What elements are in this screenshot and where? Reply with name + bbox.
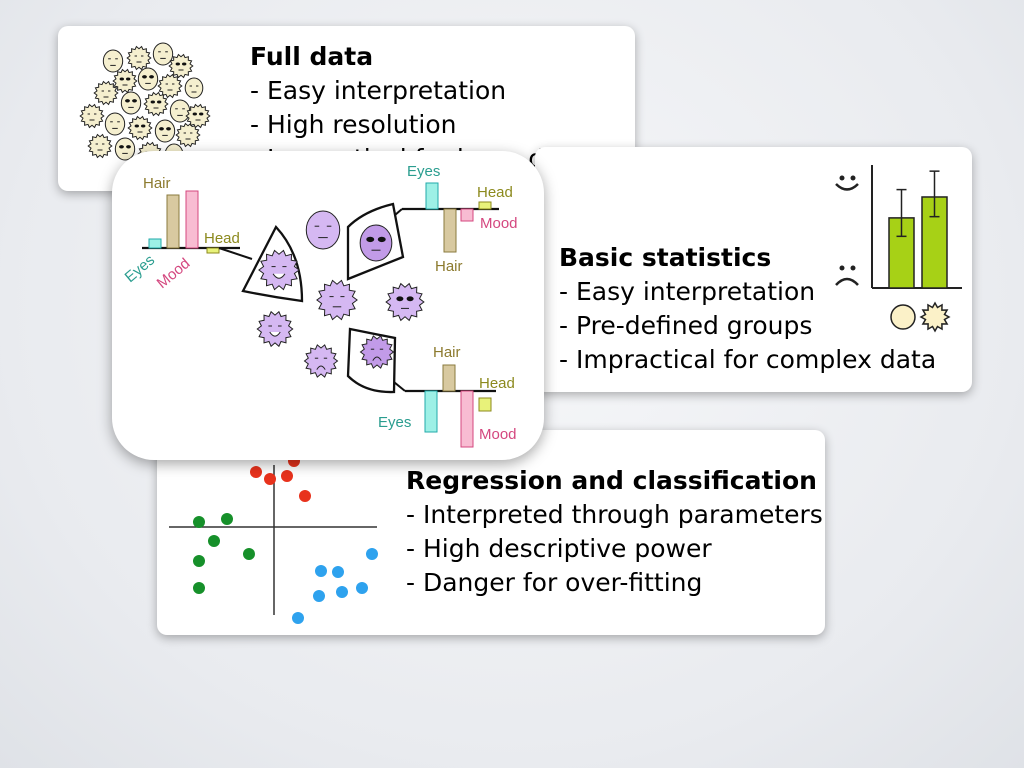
smooth-glasses-face-icon [359,224,393,262]
bar-eyes [424,390,438,433]
regression-text: Regression and classification - Interpre… [406,464,823,600]
label-head: Head [477,184,513,201]
spiky-face-icon [126,45,152,71]
spiky-face-icon [185,103,211,129]
smooth-face-icon [137,67,159,91]
smooth-face-group-icon [890,304,916,330]
regression-bullet-3: - Danger for over-fitting [406,568,703,597]
scatter-point-green [193,516,205,528]
smooth-face-icon [169,99,191,123]
label-eyes: Eyes [378,414,411,431]
scatter-point-blue [356,582,368,594]
regression-title: Regression and classification [406,466,817,495]
basic-stats-bullet-1: - Easy interpretation [559,277,816,306]
basic-stats-title: Basic statistics [559,243,772,272]
label-head: Head [204,230,240,247]
scatter-point-blue [292,612,304,624]
scatter-point-red [299,490,311,502]
scatter-point-blue [313,590,325,602]
spiky-face-icon [157,73,183,99]
happy-face-icon [835,175,859,191]
label-hair: Hair [143,175,171,192]
label-eyes: Eyes [122,252,158,286]
spiky-face-icon [79,103,105,129]
spiky-face-icon [316,279,358,321]
spiky-face-icon [175,122,201,148]
scatter-point-green [208,535,220,547]
scatter-point-green [243,548,255,560]
spiky-face-icon [127,115,153,141]
sad-face-icon [835,265,859,286]
mood-bar-chart [835,165,962,333]
scatter-point-blue [332,566,344,578]
face-dimensions-figure: Hair Head Eyes Mood Eyes Head Mood Hair [122,163,518,448]
bar-eyes [148,238,162,249]
smooth-face-icon [120,91,142,115]
card-face-dimensions-figure: Hair Head Eyes Mood Eyes Head Mood Hair [112,151,544,460]
spiky-sad-face-icon [359,335,395,369]
card-regression: Regression and classification - Interpre… [157,430,825,635]
spiky-face-group-icon [919,301,951,333]
scatter-point-red [250,466,262,478]
smooth-face-icon [102,49,124,73]
bar-eyes [425,182,439,210]
bar-mood [185,190,199,249]
bar-head [478,397,492,412]
scatter-point-green [221,513,233,525]
spiky-glasses-face-icon [385,282,425,322]
label-eyes: Eyes [407,163,440,180]
full-data-title: Full data [250,42,374,71]
label-mood: Mood [154,255,194,292]
basic-stats-text: Basic statistics - Easy interpretation -… [559,241,936,377]
spiky-face-icon [168,53,194,79]
smooth-face-icon [152,42,174,66]
bar-mood [460,390,474,448]
scatter-point-green [193,582,205,594]
label-mood: Mood [480,215,518,232]
smooth-face-icon [184,77,204,99]
scatter-point-red [264,473,276,485]
basic-stats-bullet-2: - Pre-defined groups [559,311,813,340]
scatter-point-blue [336,586,348,598]
full-data-bullet-2: - High resolution [250,110,457,139]
scatter-point-red [281,470,293,482]
label-hair: Hair [433,344,461,361]
left-feature-bars: Hair Head Eyes Mood [122,175,253,292]
spiky-face-icon [93,80,119,106]
scatter-plot [169,455,378,624]
smooth-face-icon [114,137,136,161]
top-right-feature-bars: Eyes Head Mood Hair [373,163,518,275]
scatter-point-blue [315,565,327,577]
label-head: Head [479,375,515,392]
scatter-point-blue [366,548,378,560]
spiky-happy-face-icon [258,249,300,291]
smooth-face-icon [305,210,341,250]
smooth-face-icon [104,112,126,136]
regression-bullet-1: - Interpreted through parameters [406,500,823,529]
regression-bullet-2: - High descriptive power [406,534,712,563]
smooth-face-icon [154,119,176,143]
basic-stats-bullet-3: - Impractical for complex data [559,345,937,374]
spiky-sad-face-icon [303,344,339,378]
bar-mood [460,208,474,222]
spiky-face-icon [143,91,169,117]
label-hair: Hair [435,258,463,275]
spiky-happy-face-icon [256,310,294,348]
scatter-point-green [193,555,205,567]
spiky-face-icon [87,133,113,159]
bar-hair [166,194,180,249]
full-data-bullet-1: - Easy interpretation [250,76,507,105]
spiky-face-icon [112,68,138,94]
bar-head [478,201,492,210]
label-mood: Mood [479,426,517,443]
card-basic-statistics: Basic statistics - Easy interpretation -… [535,147,972,392]
bar-head [206,247,220,254]
bottom-right-feature-bars: Hair Head Eyes Mood [372,344,517,448]
bar-hair [442,364,456,392]
bar-hair [443,208,457,253]
